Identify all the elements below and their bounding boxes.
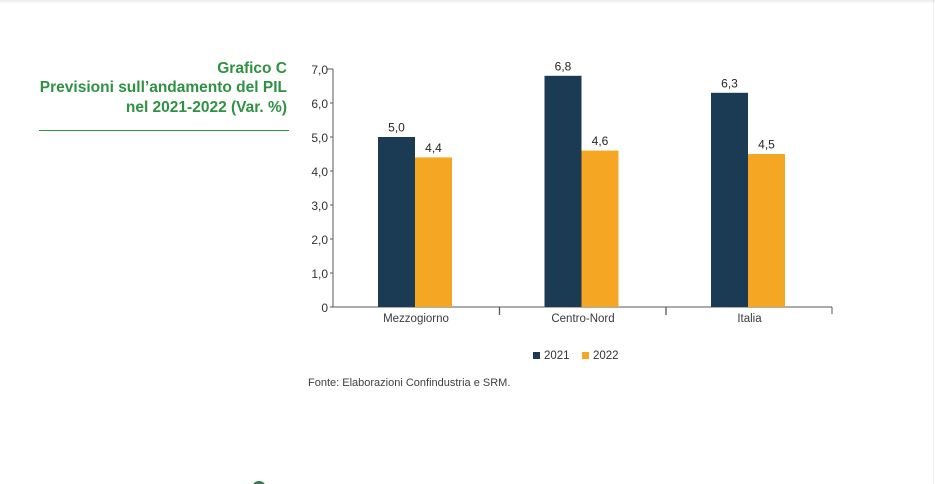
svg-text:3,0: 3,0 xyxy=(311,199,328,213)
svg-text:4,6: 4,6 xyxy=(592,134,609,148)
svg-text:4,0: 4,0 xyxy=(311,165,328,179)
svg-text:7,0: 7,0 xyxy=(311,63,328,77)
svg-text:Mezzogiorno: Mezzogiorno xyxy=(383,313,449,325)
svg-text:4,4: 4,4 xyxy=(425,141,442,155)
svg-text:1,0: 1,0 xyxy=(311,267,328,281)
svg-text:0: 0 xyxy=(321,301,328,315)
svg-text:2021: 2021 xyxy=(544,350,570,362)
svg-text:6,8: 6,8 xyxy=(555,59,572,73)
svg-text:6,0: 6,0 xyxy=(311,97,328,111)
svg-text:Fonte: Elaborazioni Confindust: Fonte: Elaborazioni Confindustria e SRM. xyxy=(308,377,510,389)
svg-text:5,0: 5,0 xyxy=(311,131,328,145)
svg-text:5,0: 5,0 xyxy=(388,121,405,135)
svg-text:6,3: 6,3 xyxy=(721,76,738,90)
svg-text:Italia: Italia xyxy=(737,313,762,325)
svg-text:4,5: 4,5 xyxy=(758,138,775,152)
svg-text:2022: 2022 xyxy=(593,350,619,362)
svg-text:Centro-Nord: Centro-Nord xyxy=(551,313,614,325)
svg-text:2,0: 2,0 xyxy=(311,233,328,247)
